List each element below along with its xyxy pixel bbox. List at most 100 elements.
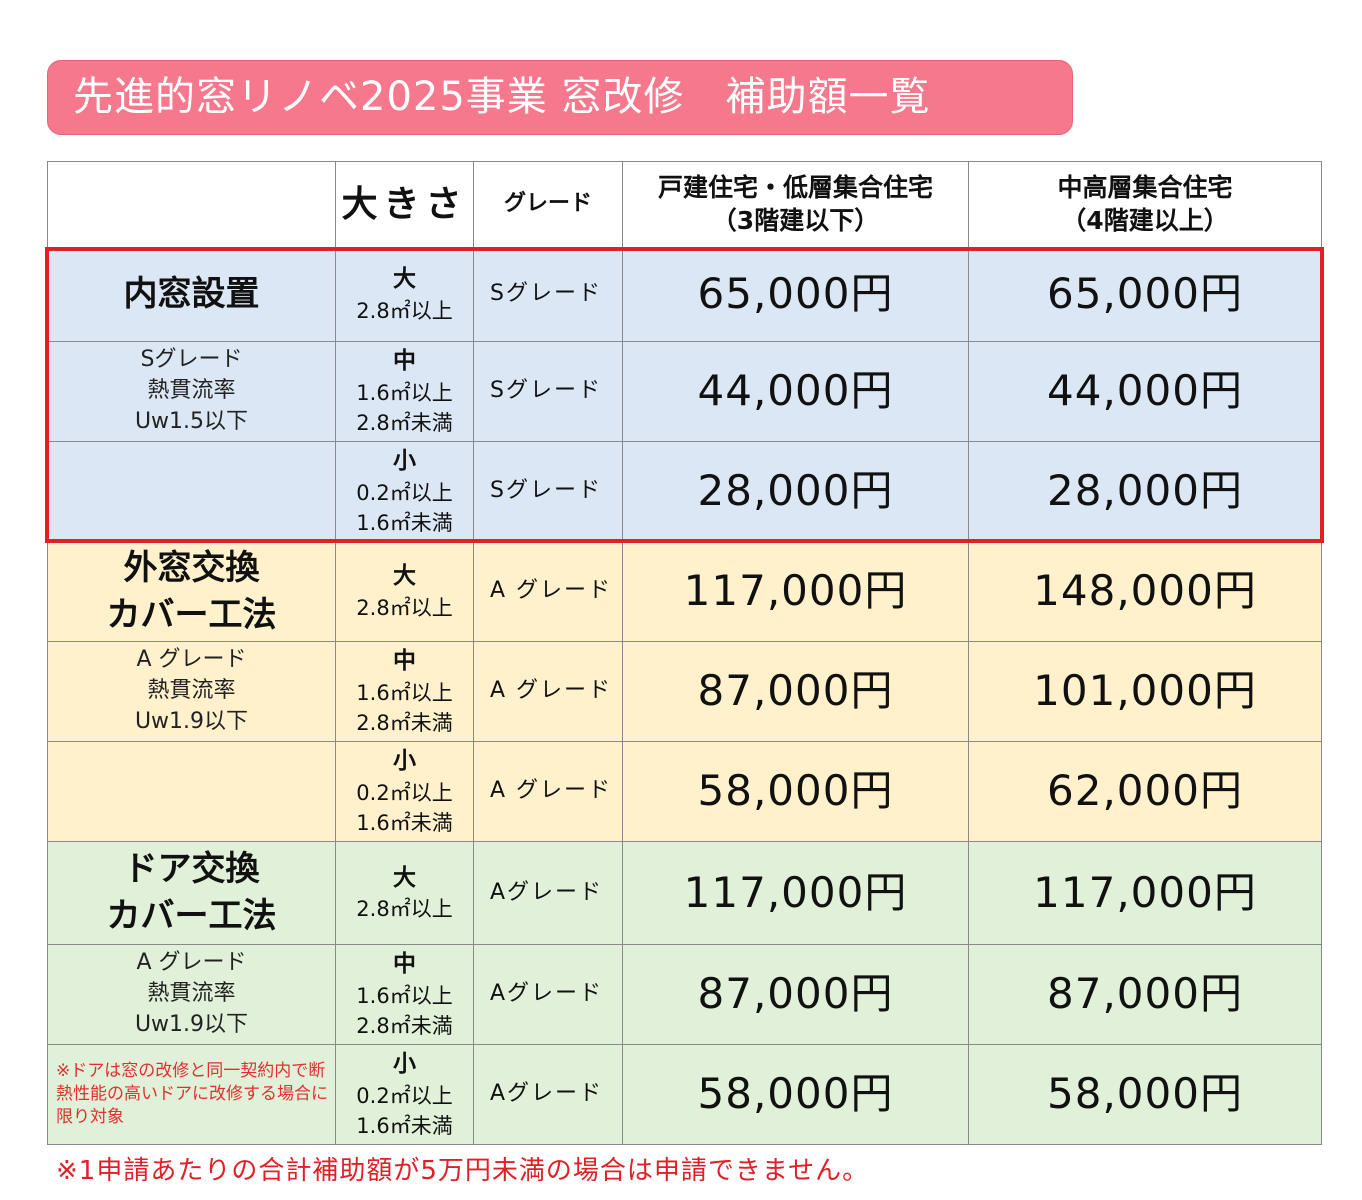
size-range: 1.6㎡未満 xyxy=(356,810,453,835)
price-highrise-cell: 28,000円 xyxy=(968,441,1322,542)
price-detached-cell: 58,000円 xyxy=(622,1044,969,1145)
size-range: 1.6㎡以上 xyxy=(356,983,453,1008)
table-row: 内窓設置 大 2.8㎡以上 Sグレード 65,000円 65,000円 xyxy=(47,247,1322,342)
header-highrise-line1: 中高層集合住宅 xyxy=(1057,173,1233,202)
grade-cell: A グレード xyxy=(473,741,623,842)
size-range: 0.2㎡以上 xyxy=(356,780,453,805)
price-detached: 87,000円 xyxy=(697,969,894,1019)
size-range: 2.8㎡未満 xyxy=(356,410,453,435)
category-title-line: ドア交換 xyxy=(123,849,260,890)
price-highrise: 28,000円 xyxy=(1047,466,1243,516)
size-cell: 大 2.8㎡以上 xyxy=(335,841,474,945)
size-cell: 小 0.2㎡以上 1.6㎡未満 xyxy=(335,1044,474,1145)
size-label: 大 xyxy=(393,864,416,891)
subsidy-table: 大きさ グレード 戸建住宅・低層集合住宅 （3階建以下） 中高層集合住宅 （4階… xyxy=(47,161,1322,1145)
category-desc-line: 熱貫流率 xyxy=(147,678,236,704)
category-desc: A グレード 熱貫流率 Uw1.9以下 xyxy=(49,645,335,737)
grade-cell: Aグレード xyxy=(473,944,623,1045)
price-detached-cell: 65,000円 xyxy=(622,247,969,342)
grade-label: Sグレード xyxy=(490,281,602,307)
price-highrise: 62,000円 xyxy=(1047,766,1243,816)
door-note: ※ドアは窓の改修と同一契約内で断熱性能の高いドアに改修する場合に限り対象 xyxy=(56,1061,328,1127)
header-grade-cell: グレード xyxy=(473,161,623,248)
size-label: 中 xyxy=(393,951,416,978)
price-detached: 58,000円 xyxy=(697,766,894,816)
size-label: 小 xyxy=(393,448,416,475)
size-range: 1.6㎡未満 xyxy=(356,510,453,535)
size-range: 2.8㎡以上 xyxy=(356,298,453,323)
category-desc-line: A グレード xyxy=(136,647,247,673)
size-cell: 小 0.2㎡以上 1.6㎡未満 xyxy=(335,741,474,842)
grade-label: Aグレード xyxy=(490,879,604,905)
category-note-cell xyxy=(47,741,336,842)
category-title-line: カバー工法 xyxy=(106,896,277,936)
size-range: 1.6㎡未満 xyxy=(356,1113,453,1138)
header-detached-line2: （3階建以下） xyxy=(711,205,880,235)
category-desc-line: 熱貫流率 xyxy=(147,378,236,404)
category-note-cell xyxy=(47,441,336,542)
size-range: 2.8㎡未満 xyxy=(356,1013,453,1038)
grade-cell: Aグレード xyxy=(473,841,623,945)
size-range: 2.8㎡未満 xyxy=(356,710,453,735)
category-title-line: カバー工法 xyxy=(106,594,277,635)
category-title: ドア交換 カバー工法 xyxy=(49,846,335,940)
grade-cell: A グレード xyxy=(473,541,623,642)
table-row: ドア交換 カバー工法 大 2.8㎡以上 Aグレード 117,000円 117,000円 xyxy=(47,841,1322,945)
grade-cell: Sグレード xyxy=(473,247,623,342)
category-desc-line: Uw1.9以下 xyxy=(134,708,249,734)
category-title-cell: 外窓交換 カバー工法 xyxy=(47,541,336,642)
size-label: 中 xyxy=(393,648,416,675)
price-detached: 117,000円 xyxy=(683,867,908,917)
size-range: 1.6㎡以上 xyxy=(356,680,453,705)
size-range: 2.8㎡以上 xyxy=(356,595,453,620)
size-range: 0.2㎡以上 xyxy=(356,1083,453,1108)
title-banner: 先進的窓リノベ2025事業 窓改修 補助額一覧 xyxy=(47,60,1073,135)
size-label: 小 xyxy=(393,748,416,775)
table-row: ※ドアは窓の改修と同一契約内で断熱性能の高いドアに改修する場合に限り対象 小 0.2… xyxy=(47,1044,1322,1145)
size-cell: 中 1.6㎡以上 2.8㎡未満 xyxy=(335,341,474,442)
grade-label: Sグレード xyxy=(490,378,602,404)
price-highrise: 101,000円 xyxy=(1033,666,1257,716)
header-detached-cell: 戸建住宅・低層集合住宅 （3階建以下） xyxy=(622,161,969,248)
price-detached-cell: 44,000円 xyxy=(622,341,969,442)
price-detached: 44,000円 xyxy=(697,366,894,416)
price-highrise-cell: 58,000円 xyxy=(968,1044,1322,1145)
table-row: 小 0.2㎡以上 1.6㎡未満 A グレード 58,000円 62,000円 xyxy=(47,741,1322,842)
size-range: 2.8㎡以上 xyxy=(356,897,453,922)
price-highrise: 87,000円 xyxy=(1047,969,1243,1019)
table-row: 外窓交換 カバー工法 大 2.8㎡以上 A グレード 117,000円 148,000円 xyxy=(47,541,1322,642)
category-note-cell: ※ドアは窓の改修と同一契約内で断熱性能の高いドアに改修する場合に限り対象 xyxy=(47,1044,336,1145)
category-title: 内窓設置 xyxy=(49,271,335,318)
size-range: 0.2㎡以上 xyxy=(356,480,453,505)
price-highrise-cell: 62,000円 xyxy=(968,741,1322,842)
table-row: 小 0.2㎡以上 1.6㎡未満 Sグレード 28,000円 28,000円 xyxy=(47,441,1322,542)
grade-cell: Sグレード xyxy=(473,441,623,542)
grade-cell: Sグレード xyxy=(473,341,623,442)
header-size-cell: 大きさ xyxy=(335,161,474,248)
price-detached: 58,000円 xyxy=(697,1069,894,1119)
size-label: 小 xyxy=(393,1051,416,1078)
footnote: ※1申請あたりの合計補助額が5万円未満の場合は申請できません。 xyxy=(56,1156,870,1186)
grade-label: Aグレード xyxy=(490,981,604,1007)
category-desc-line: Uw1.5以下 xyxy=(134,408,249,434)
category-desc: Sグレード 熱貫流率 Uw1.5以下 xyxy=(49,345,335,437)
header-size: 大きさ xyxy=(341,183,468,225)
grade-cell: A グレード xyxy=(473,641,623,742)
header-highrise-cell: 中高層集合住宅 （4階建以上） xyxy=(968,161,1322,248)
size-cell: 中 1.6㎡以上 2.8㎡未満 xyxy=(335,641,474,742)
header-category-cell xyxy=(47,161,336,248)
price-highrise-cell: 101,000円 xyxy=(968,641,1322,742)
table-row: Sグレード 熱貫流率 Uw1.5以下中 1.6㎡以上 2.8㎡未満 Sグレード 44,000… xyxy=(47,341,1322,442)
price-highrise: 148,000円 xyxy=(1033,566,1257,616)
category-title-cell: 内窓設置 xyxy=(47,247,336,342)
category-desc-line: 熱貫流率 xyxy=(147,981,236,1007)
table-header-row: 大きさ グレード 戸建住宅・低層集合住宅 （3階建以下） 中高層集合住宅 （4階… xyxy=(47,161,1322,248)
header-detached-line1: 戸建住宅・低層集合住宅 xyxy=(657,173,933,202)
category-desc: A グレード 熱貫流率 Uw1.9以下 xyxy=(49,948,335,1040)
price-detached-cell: 58,000円 xyxy=(622,741,969,842)
category-title: 外窓交換 カバー工法 xyxy=(49,545,335,639)
price-highrise: 65,000円 xyxy=(1047,269,1243,319)
category-desc-line: A グレード xyxy=(136,950,247,976)
price-highrise-cell: 65,000円 xyxy=(968,247,1322,342)
price-detached: 117,000円 xyxy=(683,566,908,616)
